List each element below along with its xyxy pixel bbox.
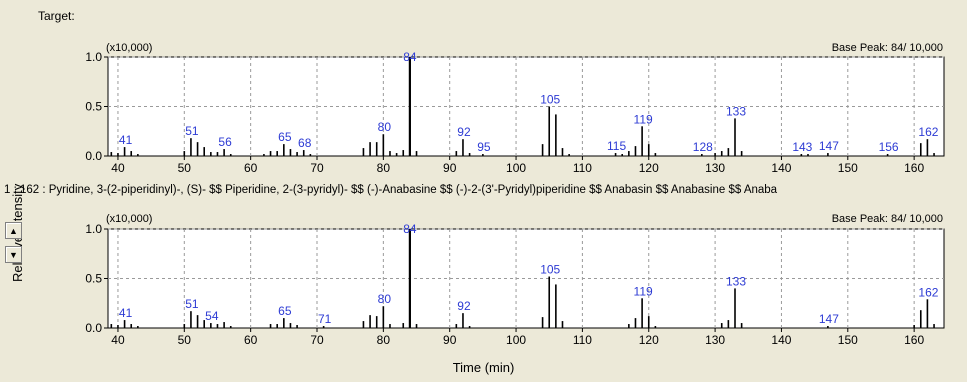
peak-label: 156 — [879, 140, 899, 154]
x-tick-label: 110 — [573, 333, 592, 347]
peak-label: 80 — [378, 292, 392, 306]
peak-label: 56 — [218, 135, 232, 149]
x-tick-label: 140 — [771, 333, 791, 347]
x-tick-label: 120 — [639, 333, 659, 347]
peak-label: 133 — [726, 104, 746, 118]
peak-label: 162 — [918, 285, 938, 299]
peak-label: 119 — [634, 112, 653, 126]
x-tick-label: 160 — [904, 333, 924, 347]
library-hit-description: 1 : 162 : Pyridine, 3-(2-piperidinyl)-, … — [4, 184, 778, 196]
peak-label: 143 — [792, 140, 812, 154]
peak-label: 51 — [185, 297, 199, 311]
peak-label: 54 — [205, 309, 219, 323]
y-tick-label: 0.5 — [85, 100, 102, 114]
peak-label: 41 — [119, 133, 133, 147]
x-tick-label: 120 — [639, 161, 659, 175]
peak-label: 51 — [185, 124, 199, 138]
x-tick-label: 90 — [443, 333, 457, 347]
peak-label: 133 — [726, 274, 746, 288]
peak-label: 84 — [403, 222, 417, 236]
peak-label: 115 — [607, 139, 626, 153]
peak-label: 95 — [477, 140, 491, 154]
scale-label: (x10,000) — [106, 213, 152, 225]
x-tick-label: 150 — [838, 333, 858, 347]
x-tick-label: 150 — [838, 161, 858, 175]
x-tick-label: 60 — [244, 161, 258, 175]
peak-label: 80 — [378, 120, 392, 134]
x-tick-label: 50 — [178, 333, 192, 347]
x-tick-label: 70 — [310, 333, 324, 347]
x-tick-label: 140 — [771, 161, 791, 175]
peak-label: 105 — [540, 263, 560, 277]
x-tick-label: 60 — [244, 333, 258, 347]
peak-label: 147 — [819, 312, 839, 326]
x-tick-label: 110 — [573, 161, 592, 175]
base-peak-label: Base Peak: 84/ 10,000 — [832, 213, 943, 225]
target-label: Target: — [38, 9, 75, 23]
peak-label: 65 — [278, 130, 292, 144]
x-tick-label: 40 — [111, 161, 125, 175]
x-tick-label: 80 — [377, 161, 391, 175]
peak-label: 147 — [819, 139, 839, 153]
peak-label: 92 — [457, 125, 471, 139]
x-tick-label: 50 — [178, 161, 192, 175]
peak-label: 71 — [318, 312, 332, 326]
y-tick-label: 1.0 — [85, 222, 102, 236]
peak-label: 84 — [403, 50, 417, 64]
x-tick-label: 40 — [111, 333, 125, 347]
peak-label: 128 — [693, 140, 713, 154]
peak-label: 162 — [918, 125, 938, 139]
x-tick-label: 160 — [904, 161, 924, 175]
x-tick-label: 100 — [506, 161, 526, 175]
x-tick-label: 80 — [377, 333, 391, 347]
y-tick-label: 0.0 — [85, 321, 102, 335]
peak-label: 92 — [457, 299, 471, 313]
y-tick-label: 1.0 — [85, 50, 102, 64]
peak-label: 119 — [634, 284, 653, 298]
scale-label: (x10,000) — [106, 42, 152, 54]
peak-label: 105 — [540, 93, 560, 107]
peak-label: 41 — [119, 306, 133, 320]
base-peak-label: Base Peak: 84/ 10,000 — [832, 42, 943, 54]
y-tick-label: 0.5 — [85, 272, 102, 286]
y-tick-label: 0.0 — [85, 149, 102, 163]
x-tick-label: 90 — [443, 161, 457, 175]
x-tick-label: 130 — [705, 161, 725, 175]
x-tick-label: 130 — [705, 333, 725, 347]
x-axis-label: Time (min) — [452, 360, 515, 375]
peak-label: 65 — [278, 304, 292, 318]
scroll-down-button[interactable]: ▼ — [5, 246, 22, 263]
peak-label: 68 — [298, 136, 312, 150]
scroll-up-button[interactable]: ▲ — [5, 222, 22, 239]
x-tick-label: 100 — [506, 333, 526, 347]
x-tick-label: 70 — [310, 161, 324, 175]
